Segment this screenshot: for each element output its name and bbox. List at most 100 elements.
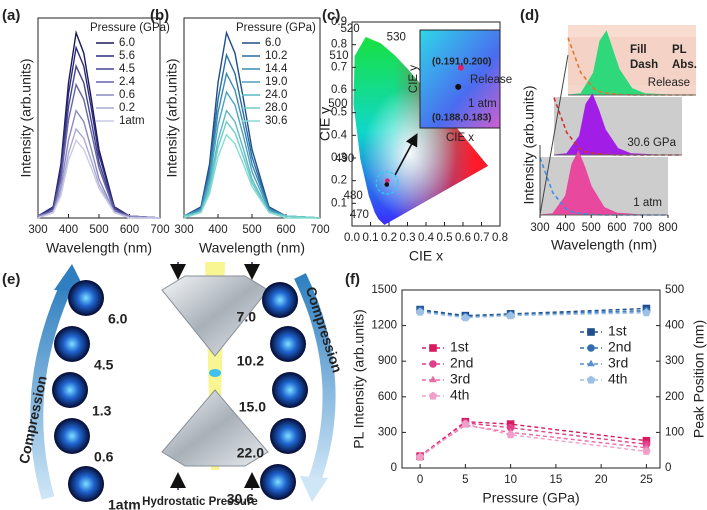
y-axis-title: PL Intensity (arb.units) (351, 309, 367, 449)
x-tick-label: 600 (276, 224, 295, 236)
wavelength-label: 520 (341, 23, 360, 35)
legend-label: 2nd (450, 355, 473, 371)
anvil (161, 389, 269, 467)
x-tick-label: 700 (310, 224, 329, 236)
x-tick-label: 300 (530, 222, 549, 234)
y-tick-label: 0.4 (331, 129, 348, 141)
x-tick-label: 0.7 (474, 232, 490, 244)
y-tick-label: 100 (665, 426, 684, 438)
data-point (461, 419, 470, 428)
data-point (642, 443, 651, 450)
inset (419, 29, 501, 129)
particle (260, 464, 296, 500)
x-tick-label: 400 (556, 222, 575, 234)
data-point (506, 423, 515, 432)
y-tick-label: 0.9 (331, 16, 347, 28)
x-tick-label: 0 (417, 474, 423, 486)
data-point (642, 308, 651, 317)
x-tick-label: 300 (174, 224, 193, 236)
y-tick-label: 0.3 (331, 152, 347, 164)
legend-label: 4th (450, 387, 469, 403)
series-line (37, 63, 161, 219)
wavelength-label: 480 (344, 190, 363, 202)
legend-marker (587, 328, 595, 336)
x-axis-title: Wavelength (nm) (46, 240, 152, 256)
panel-label: (d) (520, 7, 539, 24)
inset-x-title: CIE x (446, 132, 474, 144)
panel-label: (b) (150, 7, 169, 24)
x-tick-label: 5 (462, 474, 468, 486)
particle (68, 466, 104, 502)
legend-label: 1st (608, 323, 627, 339)
legend-marker (429, 375, 437, 383)
x-tick-label: 700 (150, 224, 169, 236)
caption: Hydrostatic Pressure (142, 496, 258, 508)
legend-label: 2nd (608, 339, 631, 355)
series-line (37, 138, 160, 219)
abs-line (553, 97, 682, 156)
series-line (37, 82, 161, 219)
compression-arrow (30, 279, 74, 500)
panel-label: (f) (345, 271, 360, 288)
series-line (183, 71, 321, 219)
compression-arrow (294, 273, 336, 485)
series-line (183, 133, 320, 219)
wavelength-label: 510 (329, 50, 348, 62)
legend-label: 4.5 (119, 63, 135, 75)
x-tick-label: 0.6 (455, 232, 471, 244)
particle (68, 280, 104, 316)
legend-label: 6.0 (119, 37, 135, 49)
data-point (415, 452, 425, 461)
point-name: 1 atm (468, 98, 497, 110)
x-tick-label: 0.1 (363, 232, 379, 244)
particle (272, 372, 308, 408)
data-point (415, 307, 425, 316)
data-point (384, 182, 390, 187)
pressure-label: 1.3 (92, 403, 112, 419)
legend-marker (429, 344, 437, 352)
abs-line (567, 37, 696, 96)
particle (54, 326, 90, 362)
y-tick-label: 0 (391, 462, 397, 474)
legend-label: 3rd (608, 355, 628, 371)
y-tick-label: 1500 (371, 284, 397, 296)
legend-label: 0.2 (119, 102, 135, 114)
legend-label: 14.4 (265, 63, 288, 75)
legend-label: 5.6 (119, 50, 135, 62)
legend-label: 2.4 (119, 76, 136, 88)
legend-label: 30.6 (265, 115, 287, 127)
particle (270, 326, 306, 362)
legend-marker (586, 375, 596, 384)
series-line (183, 90, 321, 219)
x-tick-label: 0.3 (400, 232, 416, 244)
legend-title: Pressure (GPa) (236, 22, 316, 34)
x-tick-label: 20 (595, 474, 608, 486)
y-tick-label: 0.2 (331, 175, 347, 187)
y-axis-title: Peak Position (nm) (691, 320, 707, 438)
legend-label: 19.0 (265, 76, 287, 88)
legend-label: 1atm (119, 115, 145, 127)
y-tick-label: 200 (665, 391, 684, 403)
series-line (183, 30, 321, 219)
y-axis-title: Intensity (arb.units) (164, 58, 180, 177)
x-axis-title: CIE x (409, 248, 443, 264)
x-axis-title: Wavelength (nm) (551, 237, 657, 253)
legend-label: 6.0 (265, 37, 281, 49)
y-tick-label: 0.7 (331, 61, 347, 73)
legend-style: Dash (630, 59, 658, 71)
pressure-label: 15.0 (239, 399, 266, 415)
y-tick-label: 300 (378, 426, 397, 438)
pressure-label: 4.5 (94, 357, 114, 373)
series-line (420, 307, 647, 317)
x-axis-title: Pressure (GPa) (482, 490, 579, 506)
data-point (506, 430, 515, 439)
y-tick-label: 900 (378, 355, 397, 367)
series-line (419, 423, 647, 458)
x-tick-label: 500 (582, 222, 601, 234)
data-point (461, 313, 470, 322)
inset-y-title: CIE y (408, 65, 420, 93)
x-tick-label: 400 (208, 224, 227, 236)
legend-marker (428, 391, 438, 400)
